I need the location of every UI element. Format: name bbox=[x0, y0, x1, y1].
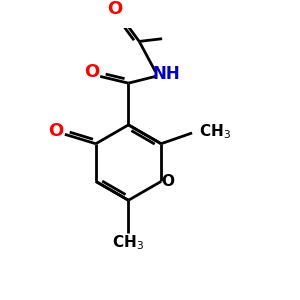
Text: O: O bbox=[107, 0, 123, 18]
Text: NH: NH bbox=[152, 65, 180, 83]
Text: CH$_3$: CH$_3$ bbox=[199, 122, 231, 141]
Text: O: O bbox=[85, 63, 100, 81]
Text: O: O bbox=[161, 174, 174, 189]
Text: O: O bbox=[49, 122, 64, 140]
Text: CH$_3$: CH$_3$ bbox=[112, 233, 145, 252]
